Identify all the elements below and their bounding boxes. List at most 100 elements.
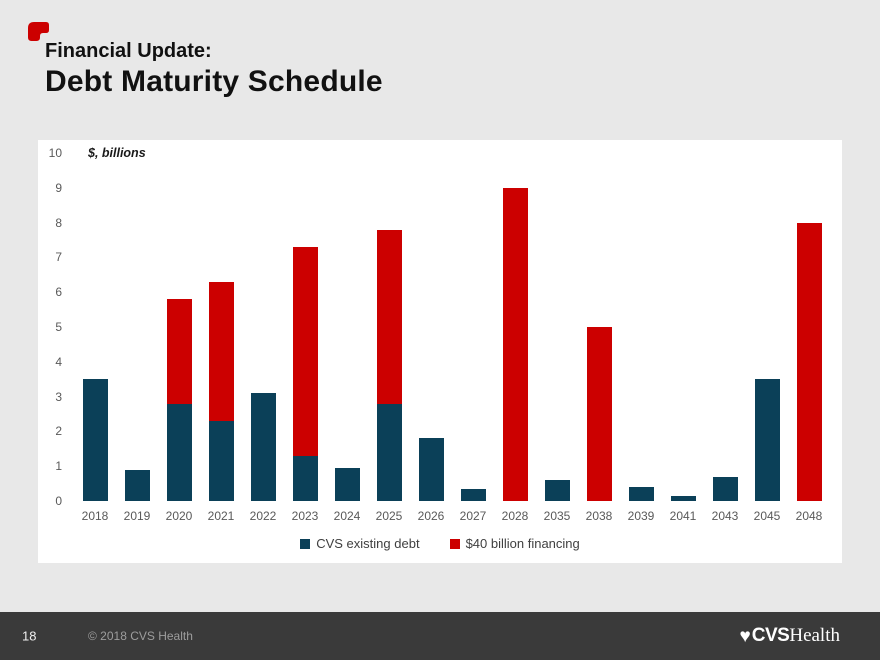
x-tick-label: 2043 [711, 509, 739, 523]
bar-2048 [796, 222, 822, 501]
bar-slot [662, 153, 704, 501]
bar-slot [536, 153, 578, 501]
slide-footer: 18 © 2018 CVS Health ♥ CVS Health [0, 612, 880, 660]
x-tick-label: 2021 [207, 509, 235, 523]
bar-slot [410, 153, 452, 501]
y-tick-label: 7 [55, 250, 62, 265]
y-tick-label: 2 [55, 424, 62, 439]
bar-segment [166, 299, 192, 404]
legend-item: $40 billion financing [449, 536, 580, 551]
cvs-health-logo: ♥ CVS Health [739, 625, 840, 647]
bar-segment [502, 187, 528, 501]
chart-panel: $, billions 0 1 2 3 4 5 6 7 8 9 10 2018 2019 2020 202… [38, 140, 842, 563]
chart-units-label: $, billions [88, 146, 146, 160]
bar-2026 [418, 438, 444, 501]
bar-2045 [754, 379, 780, 501]
x-tick-label: 2028 [501, 509, 529, 523]
y-tick-label: 0 [55, 494, 62, 508]
title-block: Financial Update: Debt Maturity Schedule [45, 40, 383, 98]
cvs-corner-mark-icon [28, 22, 49, 41]
bar-2041 [670, 495, 696, 501]
bar-segment [628, 487, 654, 501]
bar-segment [418, 438, 444, 501]
bar-2039 [628, 487, 654, 501]
bar-slot [368, 153, 410, 501]
page-number: 18 [22, 628, 37, 644]
bar-2043 [712, 476, 738, 501]
bar-segment [82, 379, 108, 501]
page-title: Debt Maturity Schedule [45, 65, 383, 98]
bar-segment [670, 495, 696, 501]
bar-2022 [250, 393, 276, 501]
bar-slot [746, 153, 788, 501]
legend-swatch-icon [300, 538, 311, 549]
legend-label: $40 billion financing [465, 536, 580, 551]
bar-segment [376, 229, 402, 404]
x-tick-label: 2018 [81, 509, 109, 523]
bar-slot [452, 153, 494, 501]
bar-2019 [124, 469, 150, 501]
bar-slot [242, 153, 284, 501]
bar-segment [334, 467, 360, 501]
x-tick-label: 2039 [627, 509, 655, 523]
y-tick-label: 1 [55, 459, 62, 474]
x-tick-label: 2023 [291, 509, 319, 523]
bar-segment [712, 476, 738, 501]
bar-2021 [208, 281, 234, 501]
heart-icon: ♥ [739, 625, 751, 647]
y-tick-label: 9 [55, 180, 62, 195]
x-tick-label: 2048 [795, 509, 823, 523]
bar-2025 [376, 229, 402, 501]
legend-label: CVS existing debt [316, 536, 420, 551]
bar-segment [124, 469, 150, 501]
legend-item: CVS existing debt [300, 536, 420, 551]
x-tick-label: 2045 [753, 509, 781, 523]
bar-segment [208, 281, 234, 421]
bar-2018 [82, 379, 108, 501]
y-tick-label: 3 [55, 389, 62, 404]
bar-slot [158, 153, 200, 501]
y-tick-label: 6 [55, 285, 62, 300]
bar-segment [376, 403, 402, 501]
bar-2023 [292, 246, 318, 501]
bar-2038 [586, 327, 612, 501]
bar-segment [586, 327, 612, 501]
bar-segment [544, 480, 570, 501]
bar-slot [116, 153, 158, 501]
bar-slot [284, 153, 326, 501]
bar-2035 [544, 480, 570, 501]
logo-cvs-text: CVS [751, 625, 790, 646]
bar-segment [460, 488, 486, 501]
bar-segment [208, 420, 234, 501]
plot-area [74, 153, 830, 501]
bar-segment [754, 379, 780, 501]
bar-segment [796, 222, 822, 501]
slide-kicker: Financial Update: [45, 40, 212, 62]
x-tick-label: 2025 [375, 509, 403, 523]
bar-segment [292, 246, 318, 456]
bar-2028 [502, 187, 528, 501]
bar-slot [704, 153, 746, 501]
logo-health-text: Health [789, 625, 840, 646]
x-tick-label: 2027 [459, 509, 487, 523]
x-tick-label: 2035 [543, 509, 571, 523]
legend-swatch-icon [449, 538, 460, 549]
x-tick-label: 2024 [333, 509, 361, 523]
x-axis: 2018 2019 2020 2021 2022 2023 2024 2025 2026 2027… [74, 509, 830, 523]
bar-2024 [334, 467, 360, 501]
bar-segment [250, 393, 276, 501]
bar-slot [494, 153, 536, 501]
bar-slot [200, 153, 242, 501]
y-tick-label: 10 [48, 146, 62, 160]
y-tick-label: 8 [55, 215, 62, 230]
y-axis: 0 1 2 3 4 5 6 7 8 9 10 [38, 140, 64, 563]
bar-slot [578, 153, 620, 501]
x-tick-label: 2019 [123, 509, 151, 523]
bar-segment [292, 455, 318, 501]
copyright-text: © 2018 CVS Health [88, 629, 193, 643]
bar-slot [74, 153, 116, 501]
bar-segment [166, 403, 192, 501]
x-tick-label: 2020 [165, 509, 193, 523]
x-tick-label: 2038 [585, 509, 613, 523]
